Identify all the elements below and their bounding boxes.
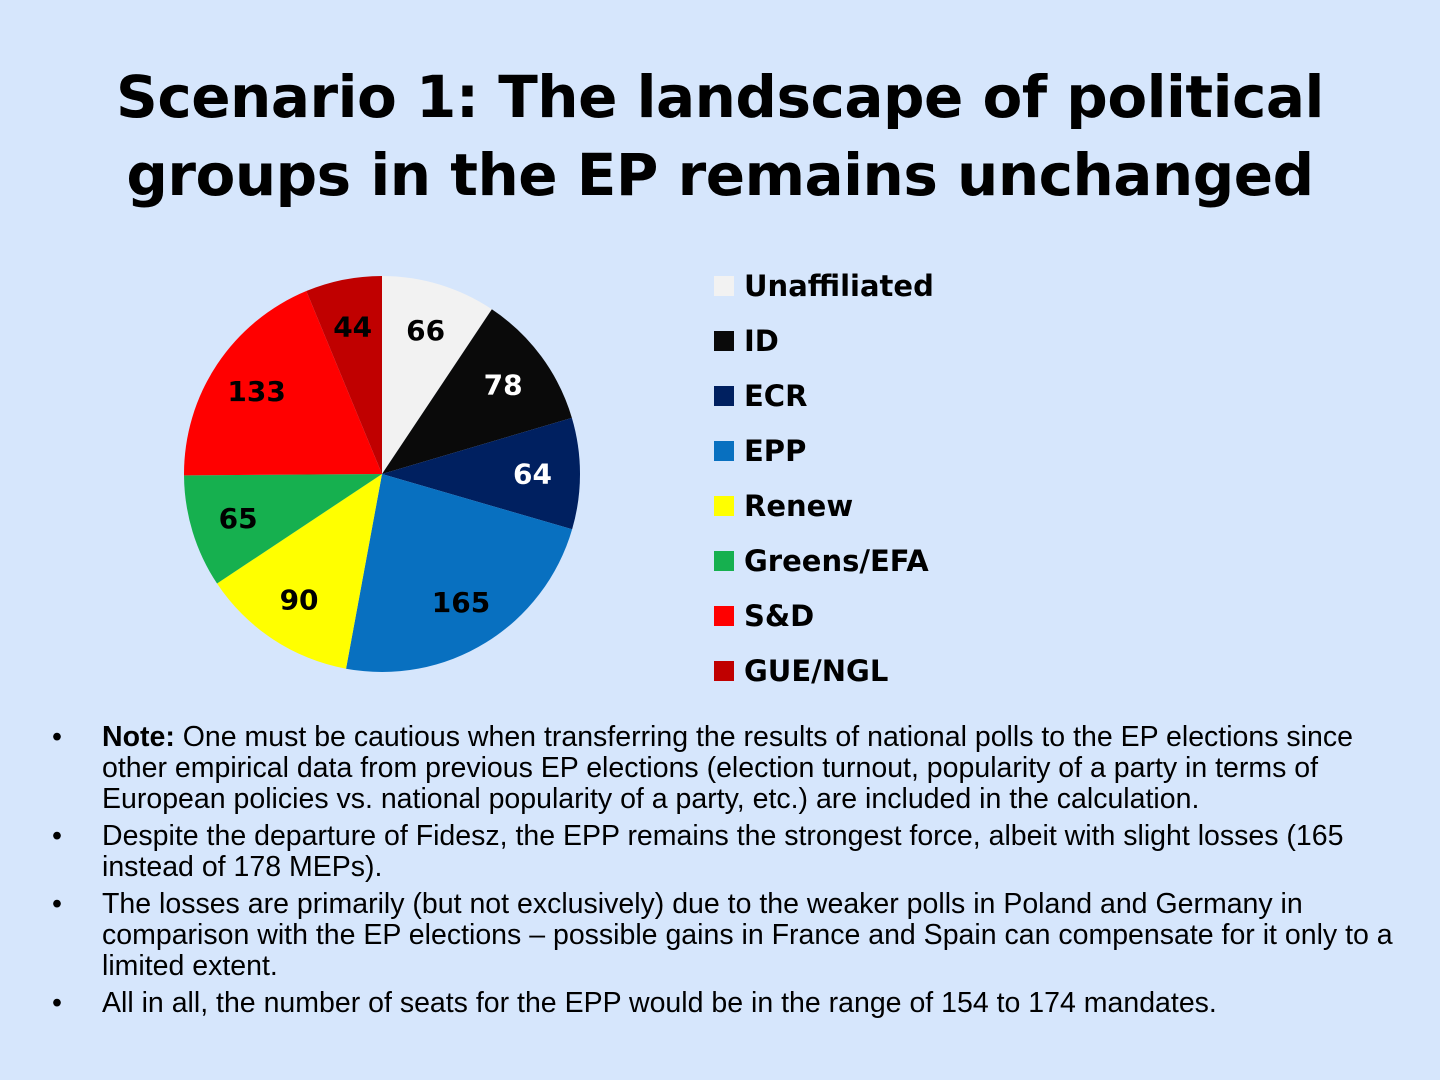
- legend-item: ECR: [714, 368, 934, 423]
- legend-item: EPP: [714, 423, 934, 478]
- pie-slice-id: [382, 309, 572, 474]
- notes-list: • Note: One must be cautious when transfe…: [52, 722, 1412, 1025]
- legend-swatch: [714, 605, 734, 626]
- legend-swatch: [714, 660, 734, 681]
- pie-slice-s-d: [184, 291, 382, 476]
- note-text: All in all, the number of seats for the …: [102, 987, 1217, 1019]
- legend-swatch: [714, 440, 734, 461]
- pie-slice-gue-ngl: [306, 276, 382, 474]
- data-label: 44: [333, 310, 372, 343]
- pie-slice-renew: [217, 474, 382, 669]
- legend-swatch: [714, 550, 734, 571]
- note-item: • The losses are primarily (but not exclu…: [52, 889, 1412, 982]
- legend-label: S&D: [744, 598, 815, 633]
- legend-swatch: [714, 330, 734, 351]
- note-text: Note: One must be cautious when transfer…: [102, 722, 1412, 815]
- note-body: One must be cautious when transferring t…: [102, 721, 1353, 815]
- note-text: The losses are primarily (but not exclus…: [102, 888, 1393, 982]
- data-label: 133: [227, 375, 285, 408]
- legend-item: GUE/NGL: [714, 643, 934, 698]
- data-label: 65: [219, 502, 258, 535]
- bullet: •: [52, 888, 62, 920]
- bullet: •: [52, 987, 62, 1019]
- pie-slice-greens-efa: [184, 474, 382, 584]
- data-label: 66: [406, 314, 445, 347]
- title-line-1: Scenario 1: The landscape of political: [116, 63, 1324, 131]
- data-label: 78: [484, 369, 523, 402]
- data-label: 64: [513, 458, 552, 491]
- note-label: Note:: [102, 721, 175, 753]
- bullet: •: [52, 721, 62, 753]
- legend-swatch: [714, 385, 734, 406]
- legend-item: Greens/EFA: [714, 533, 934, 588]
- note-item: • Note: One must be cautious when transfe…: [52, 722, 1412, 815]
- legend-label: Greens/EFA: [744, 543, 929, 578]
- pie-chart: 66 78 64 165 90 65 133 44: [184, 276, 580, 672]
- legend-label: ID: [744, 323, 779, 358]
- legend-swatch: [714, 495, 734, 516]
- pie-slice-epp: [346, 474, 573, 672]
- data-label: 90: [280, 584, 319, 617]
- note-item: • All in all, the number of seats for the…: [52, 988, 1412, 1019]
- note-text: Despite the departure of Fidesz, the EPP…: [102, 820, 1344, 883]
- legend-label: EPP: [744, 433, 807, 468]
- bullet: •: [52, 820, 62, 852]
- legend-item: Renew: [714, 478, 934, 533]
- legend-label: ECR: [744, 378, 808, 413]
- data-label: 165: [432, 586, 490, 619]
- title-line-2: groups in the EP remains unchanged: [126, 141, 1314, 209]
- chart-legend: Unaffiliated ID ECR EPP Renew Greens/EFA S&D GU…: [714, 258, 934, 698]
- legend-label: GUE/NGL: [744, 653, 889, 688]
- note-item: • Despite the departure of Fidesz, the EP…: [52, 821, 1412, 883]
- legend-item: S&D: [714, 588, 934, 643]
- legend-swatch: [714, 275, 734, 296]
- legend-label: Renew: [744, 488, 854, 523]
- legend-label: Unaffiliated: [744, 268, 934, 303]
- pie-slice-unaffiliated: [382, 276, 492, 474]
- page-title: Scenario 1: The landscape of political g…: [0, 58, 1440, 214]
- legend-item: ID: [714, 313, 934, 368]
- pie-slice-ecr: [382, 417, 580, 530]
- legend-item: Unaffiliated: [714, 258, 934, 313]
